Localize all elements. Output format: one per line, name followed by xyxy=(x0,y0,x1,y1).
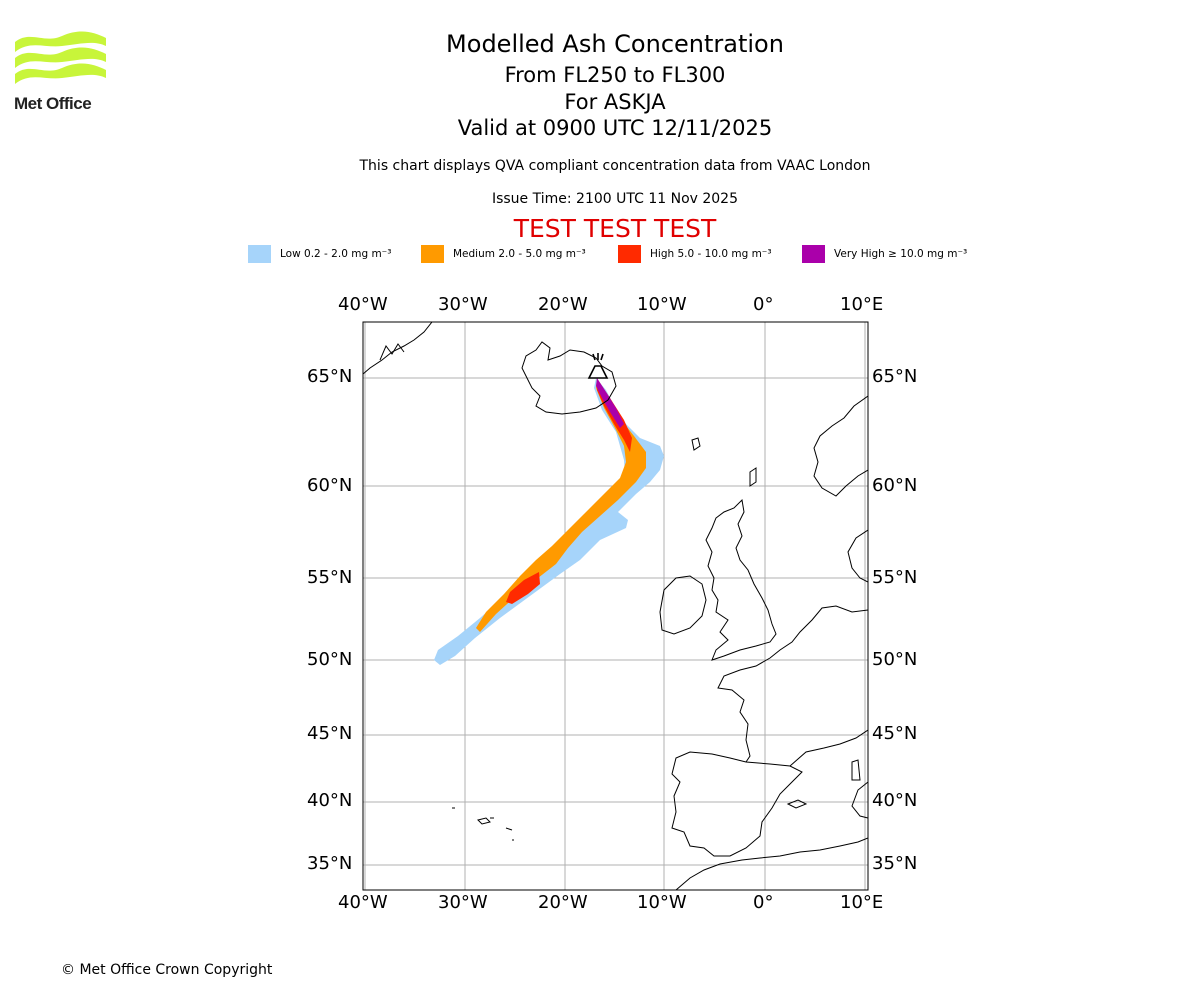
volcano-name: For ASKJA xyxy=(564,90,666,114)
lon-label-top: 30°W xyxy=(438,294,488,315)
lat-label-left: 50°N xyxy=(307,649,353,670)
lon-label-top: 10°E xyxy=(840,294,884,315)
ash-plume-very-high xyxy=(596,378,624,428)
logo-waves-icon xyxy=(15,31,106,84)
valid-time: Valid at 0900 UTC 12/11/2025 xyxy=(457,116,773,140)
lon-label-bottom: 20°W xyxy=(538,892,588,913)
lat-label-left: 40°N xyxy=(307,790,353,811)
legend-item-very-high: Very High ≥ 10.0 mg m⁻³ xyxy=(802,245,967,263)
issue-time: Issue Time: 2100 UTC 11 Nov 2025 xyxy=(491,191,739,207)
lat-label-right: 60°N xyxy=(872,475,918,496)
legend-label-low: Low 0.2 - 2.0 mg m⁻³ xyxy=(280,248,392,260)
test-banner: TEST TEST TEST xyxy=(513,214,717,243)
met-office-logo: Met Office xyxy=(14,30,109,113)
map-gridlines xyxy=(363,322,868,890)
lat-label-left: 45°N xyxy=(307,723,353,744)
lon-label-top: 0° xyxy=(753,294,774,315)
lon-label-bottom: 10°E xyxy=(840,892,884,913)
legend-swatch-medium xyxy=(421,245,444,263)
ash-plume-low xyxy=(434,378,664,665)
lat-label-right: 45°N xyxy=(872,723,918,744)
lon-label-bottom: 40°W xyxy=(338,892,388,913)
legend-swatch-very-high xyxy=(802,245,825,263)
volcano-icon xyxy=(587,353,609,379)
coastlines xyxy=(363,322,868,890)
lon-label-bottom: 0° xyxy=(753,892,774,913)
lat-label-right: 40°N xyxy=(872,790,918,811)
ash-plume-medium xyxy=(476,378,646,632)
lat-label-left: 35°N xyxy=(307,853,353,874)
lat-label-right: 65°N xyxy=(872,366,918,387)
flight-level-range: From FL250 to FL300 xyxy=(504,63,726,87)
legend: Low 0.2 - 2.0 mg m⁻³ Medium 2.0 - 5.0 mg… xyxy=(248,244,967,264)
lat-label-right: 55°N xyxy=(872,567,918,588)
copyright: © Met Office Crown Copyright xyxy=(61,962,273,978)
ash-plume-high xyxy=(506,572,540,604)
lon-label-bottom: 30°W xyxy=(438,892,488,913)
legend-swatch-high xyxy=(618,245,641,263)
legend-item-high: High 5.0 - 10.0 mg m⁻³ xyxy=(618,245,802,263)
map-frame xyxy=(362,321,869,891)
lat-label-left: 65°N xyxy=(307,366,353,387)
lon-label-bottom: 10°W xyxy=(637,892,687,913)
lat-label-right: 35°N xyxy=(872,853,918,874)
legend-label-very-high: Very High ≥ 10.0 mg m⁻³ xyxy=(834,248,968,260)
lon-label-top: 10°W xyxy=(637,294,687,315)
legend-swatch-low xyxy=(248,245,271,263)
lat-label-left: 60°N xyxy=(307,475,353,496)
legend-label-medium: Medium 2.0 - 5.0 mg m⁻³ xyxy=(453,248,586,260)
lon-label-top: 20°W xyxy=(538,294,588,315)
logo-text: Met Office xyxy=(14,94,92,113)
legend-label-high: High 5.0 - 10.0 mg m⁻³ xyxy=(650,248,772,260)
lon-label-top: 40°W xyxy=(338,294,388,315)
qva-note: This chart displays QVA compliant concen… xyxy=(359,158,871,174)
chart-title: Modelled Ash Concentration xyxy=(446,30,784,58)
lat-label-left: 55°N xyxy=(307,567,353,588)
legend-item-low: Low 0.2 - 2.0 mg m⁻³ xyxy=(248,245,421,263)
lat-label-right: 50°N xyxy=(872,649,918,670)
legend-item-medium: Medium 2.0 - 5.0 mg m⁻³ xyxy=(421,245,618,263)
